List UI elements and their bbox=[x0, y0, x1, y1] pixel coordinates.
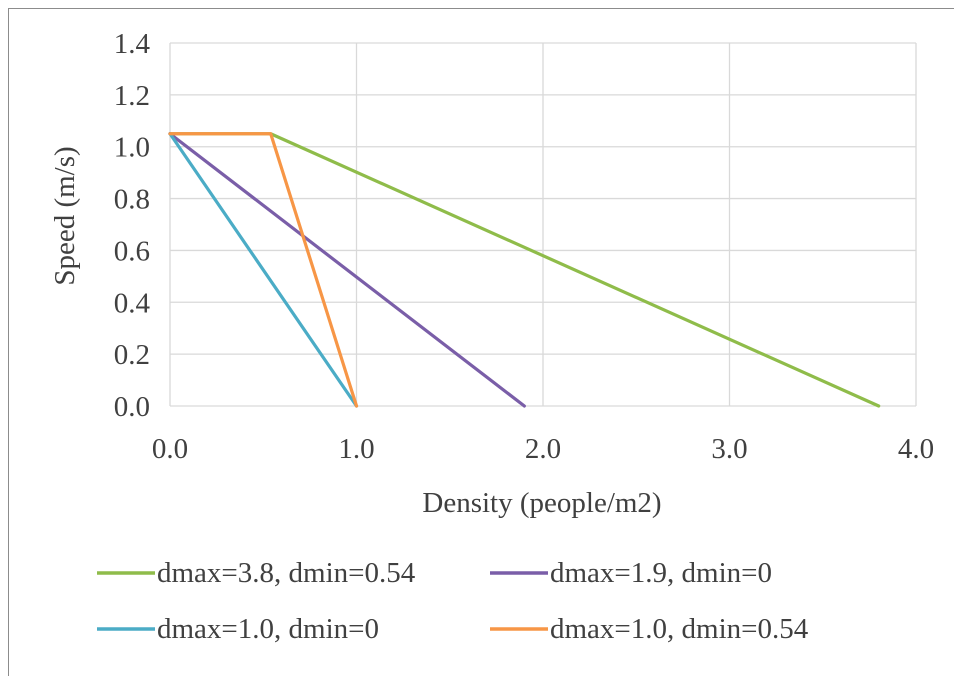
legend-item-4: dmax=1.0, dmin=0.54 bbox=[490, 613, 809, 645]
x-tick-label: 4.0 bbox=[898, 433, 934, 465]
series-line-1 bbox=[168, 132, 881, 408]
legend-label: dmax=1.0, dmin=0.54 bbox=[550, 613, 809, 645]
series-lines bbox=[168, 132, 881, 408]
legend-item-1: dmax=3.8, dmin=0.54 bbox=[97, 557, 416, 589]
legend-label: dmax=1.9, dmin=0 bbox=[550, 557, 772, 589]
x-axis-title: Density (people/m2) bbox=[422, 487, 661, 519]
legend: dmax=3.8, dmin=0.54 dmax=1.9, dmin=0 dmax=… bbox=[97, 557, 809, 645]
legend-item-3: dmax=1.0, dmin=0 bbox=[97, 613, 379, 645]
x-tick-label: 3.0 bbox=[711, 433, 747, 465]
legend-label: dmax=1.0, dmin=0 bbox=[157, 613, 379, 645]
x-tick-label: 0.0 bbox=[152, 433, 188, 465]
y-tick-label: 0.2 bbox=[114, 339, 150, 371]
y-tick-label: 0.6 bbox=[114, 235, 150, 267]
y-tick-label: 1.4 bbox=[114, 28, 151, 60]
y-tick-labels: 0.0 0.2 0.4 0.6 0.8 1.0 1.2 1.4 bbox=[114, 28, 151, 423]
gridlines bbox=[169, 42, 917, 407]
y-tick-label: 0.0 bbox=[114, 391, 150, 423]
x-tick-label: 2.0 bbox=[525, 433, 561, 465]
chart-frame bbox=[8, 8, 954, 676]
series-line-4 bbox=[168, 132, 359, 408]
y-tick-label: 1.2 bbox=[114, 80, 150, 112]
series-line-3 bbox=[168, 132, 359, 408]
x-tick-labels: 0.0 1.0 2.0 3.0 4.0 bbox=[152, 433, 934, 465]
y-tick-label: 0.4 bbox=[114, 287, 151, 319]
y-axis-title: Speed (m/s) bbox=[49, 146, 81, 285]
series-line-2 bbox=[168, 132, 526, 408]
y-tick-label: 0.8 bbox=[114, 184, 150, 216]
legend-item-2: dmax=1.9, dmin=0 bbox=[490, 557, 772, 589]
x-tick-label: 1.0 bbox=[338, 433, 374, 465]
y-tick-label: 1.0 bbox=[114, 132, 150, 164]
legend-label: dmax=3.8, dmin=0.54 bbox=[157, 557, 416, 589]
